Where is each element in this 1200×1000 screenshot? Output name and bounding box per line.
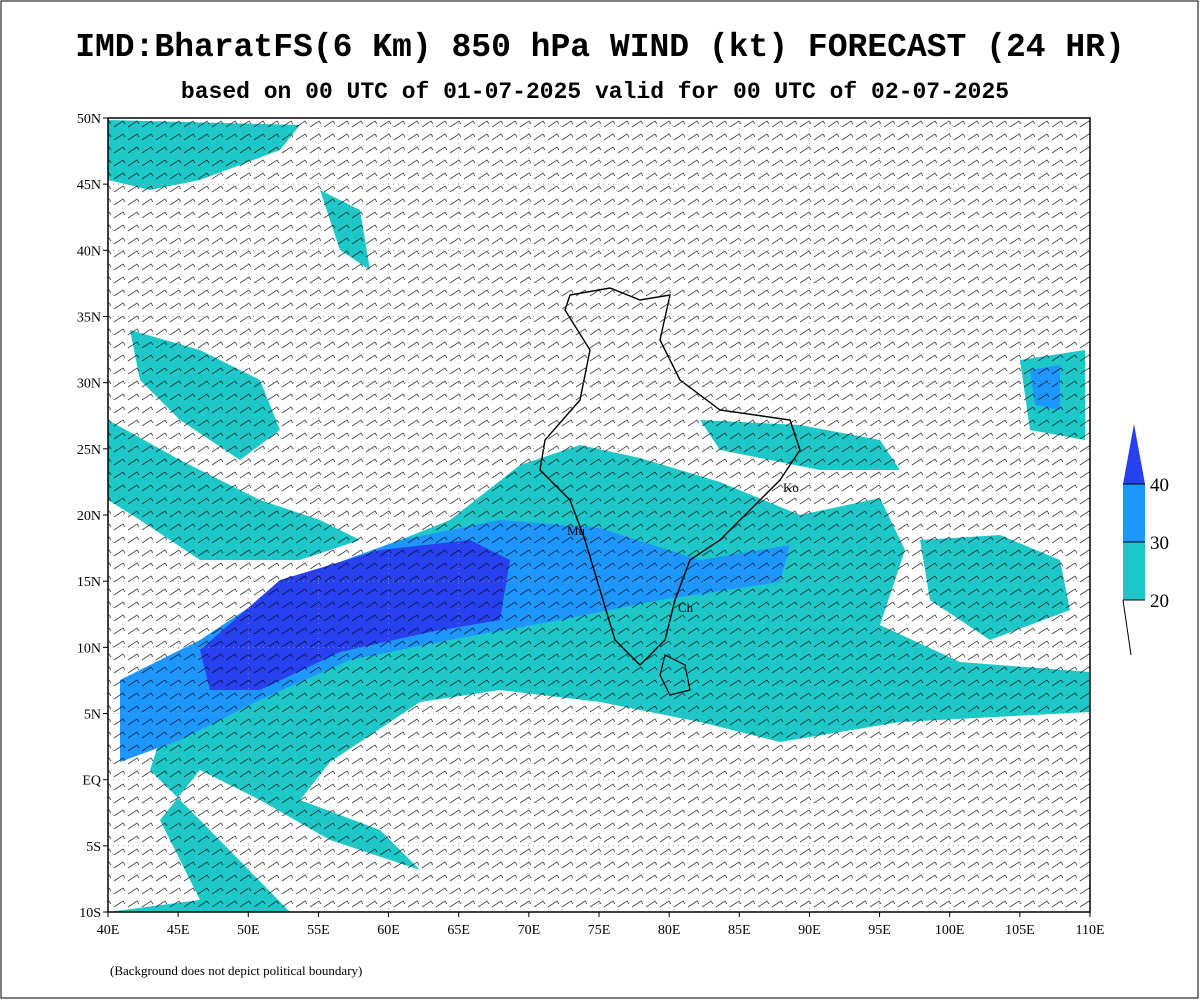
- colorbar-label: 30: [1150, 533, 1169, 554]
- x-tick-label: 105E: [1005, 923, 1035, 938]
- x-tick-label: 65E: [447, 923, 470, 938]
- y-tick-label: 30N: [77, 377, 101, 392]
- x-tick-label: 80E: [658, 923, 681, 938]
- y-tick-label: 35N: [77, 311, 101, 326]
- colorbar-label: 40: [1150, 475, 1169, 496]
- x-tick-label: 55E: [307, 923, 330, 938]
- x-tick-label: 85E: [728, 923, 751, 938]
- y-tick-label: 50N: [77, 112, 101, 127]
- y-tick-label: 45N: [77, 178, 101, 193]
- x-tick-label: 95E: [868, 923, 891, 938]
- footnote: (Background does not depict political bo…: [110, 963, 362, 978]
- subtitle: based on 00 UTC of 01-07-2025 valid for …: [181, 79, 1009, 105]
- colorbar-tail: [1122, 599, 1132, 656]
- y-tick-label: 5N: [84, 708, 101, 723]
- x-tick-label: 45E: [167, 923, 190, 938]
- x-tick-label: 100E: [935, 923, 965, 938]
- colorbar-arrow: [1123, 424, 1145, 484]
- sri-lanka-outline: [659, 654, 691, 696]
- y-tick-label: 10N: [77, 641, 101, 656]
- y-tick-label: 15N: [77, 575, 101, 590]
- colorbar-band: [1123, 484, 1145, 542]
- y-tick-label: 20N: [77, 509, 101, 524]
- city-label: Mu: [567, 523, 586, 538]
- title: IMD:BharatFS(6 Km) 850 hPa WIND (kt) FOR…: [75, 29, 1125, 66]
- x-tick-label: 70E: [518, 923, 541, 938]
- x-tick-label: 110E: [1075, 923, 1104, 938]
- city-labels: Mu Ko Ch: [567, 480, 799, 615]
- x-tick-label: 60E: [377, 923, 400, 938]
- y-tick-label: 25N: [77, 443, 101, 458]
- y-tick-label: 40N: [77, 244, 101, 259]
- y-tick-label: EQ: [82, 774, 101, 789]
- x-tick-label: 90E: [798, 923, 821, 938]
- y-tick-label: 5S: [86, 840, 101, 855]
- colorbar-label: 20: [1150, 591, 1169, 612]
- colorbar: 20 30 40: [1122, 424, 1169, 656]
- x-tick-label: 75E: [588, 923, 611, 938]
- city-label: Ko: [783, 480, 799, 495]
- y-tick-label: 10S: [79, 906, 101, 921]
- city-label: Ch: [678, 600, 694, 615]
- x-tick-label: 40E: [97, 923, 120, 938]
- india-outline: [539, 287, 801, 666]
- colorbar-band: [1123, 542, 1145, 600]
- x-tick-label: 50E: [237, 923, 260, 938]
- axes: 40E 45E 50E 55E 60E 65E 70E 75E 80E 85E 90E 95E 100E…: [77, 112, 1105, 938]
